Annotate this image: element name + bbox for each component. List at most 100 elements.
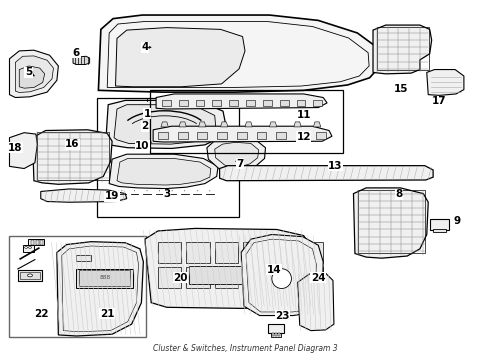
Bar (314, 100, 322, 106)
Text: 15: 15 (394, 84, 409, 94)
Text: 19: 19 (105, 191, 119, 201)
Bar (358, 190, 425, 253)
Bar (18, 270, 42, 281)
Bar (98, 98, 239, 217)
Text: 1: 1 (144, 109, 151, 119)
Bar (31, 240, 34, 244)
Bar (269, 324, 284, 333)
Text: 11: 11 (296, 111, 311, 121)
Ellipse shape (28, 247, 31, 248)
Bar (433, 229, 446, 232)
Bar (179, 100, 188, 106)
Polygon shape (427, 69, 464, 95)
Bar (263, 100, 272, 106)
Polygon shape (117, 158, 211, 185)
Bar (257, 132, 267, 139)
Bar (76, 255, 91, 261)
Ellipse shape (24, 247, 27, 248)
Polygon shape (220, 166, 433, 181)
Text: 14: 14 (267, 265, 282, 275)
Polygon shape (15, 56, 53, 93)
Text: 6: 6 (73, 48, 80, 58)
Text: 2: 2 (141, 121, 148, 131)
Bar (76, 269, 133, 288)
Bar (178, 132, 188, 139)
Text: 21: 21 (100, 309, 115, 319)
Text: 7: 7 (237, 159, 244, 169)
Bar (40, 240, 43, 244)
Polygon shape (215, 142, 259, 167)
Bar (158, 242, 181, 263)
Text: 20: 20 (173, 273, 188, 283)
Polygon shape (106, 100, 225, 148)
Polygon shape (9, 133, 37, 168)
Bar (23, 245, 34, 252)
Bar (300, 267, 323, 288)
Bar (300, 242, 323, 263)
Bar (243, 267, 267, 288)
Bar (186, 267, 210, 288)
Bar (150, 90, 343, 153)
Polygon shape (161, 122, 168, 127)
Polygon shape (294, 122, 301, 127)
Text: 5: 5 (25, 67, 32, 77)
Bar (296, 100, 305, 106)
Bar (275, 333, 277, 336)
Polygon shape (153, 126, 332, 142)
Text: 24: 24 (311, 273, 325, 283)
Ellipse shape (27, 274, 32, 277)
Polygon shape (220, 122, 228, 127)
Bar (27, 239, 44, 245)
Bar (215, 267, 238, 288)
Polygon shape (241, 234, 323, 316)
Text: Cluster & Switches, Instrument Panel Diagram 3: Cluster & Switches, Instrument Panel Dia… (153, 344, 337, 353)
Bar (316, 132, 326, 139)
Ellipse shape (272, 269, 292, 288)
Polygon shape (298, 273, 334, 330)
Text: 12: 12 (296, 132, 311, 142)
Polygon shape (32, 130, 112, 184)
Bar (213, 100, 221, 106)
Bar (197, 132, 207, 139)
Bar (158, 267, 181, 288)
Bar (276, 132, 286, 139)
Text: 16: 16 (65, 139, 80, 149)
Polygon shape (107, 22, 369, 87)
Polygon shape (19, 66, 45, 88)
Bar (243, 242, 267, 263)
Polygon shape (98, 15, 381, 92)
Polygon shape (114, 105, 216, 144)
Text: 22: 22 (34, 309, 49, 319)
Bar (217, 132, 227, 139)
Polygon shape (57, 242, 144, 336)
Bar (20, 272, 40, 279)
Bar (196, 100, 204, 106)
Bar (237, 132, 246, 139)
Bar (162, 100, 171, 106)
Bar (9, 235, 147, 337)
Bar (186, 242, 210, 263)
Bar (37, 132, 109, 180)
Bar (271, 267, 295, 288)
Text: 888: 888 (99, 275, 110, 280)
Polygon shape (73, 56, 90, 64)
Bar (246, 100, 255, 106)
Bar (229, 100, 238, 106)
Polygon shape (156, 94, 327, 109)
Text: 13: 13 (328, 161, 343, 171)
Bar (280, 100, 289, 106)
Bar (271, 242, 295, 263)
Polygon shape (198, 122, 206, 127)
Text: 3: 3 (163, 189, 171, 199)
Bar (430, 219, 449, 230)
Text: 18: 18 (8, 143, 23, 153)
Bar (79, 270, 130, 286)
Text: 8: 8 (395, 189, 403, 199)
Bar (272, 333, 274, 336)
Polygon shape (9, 50, 58, 98)
Polygon shape (41, 189, 127, 202)
Bar (189, 266, 262, 284)
Polygon shape (314, 122, 321, 127)
Text: 17: 17 (432, 96, 446, 106)
Text: 9: 9 (454, 216, 461, 226)
